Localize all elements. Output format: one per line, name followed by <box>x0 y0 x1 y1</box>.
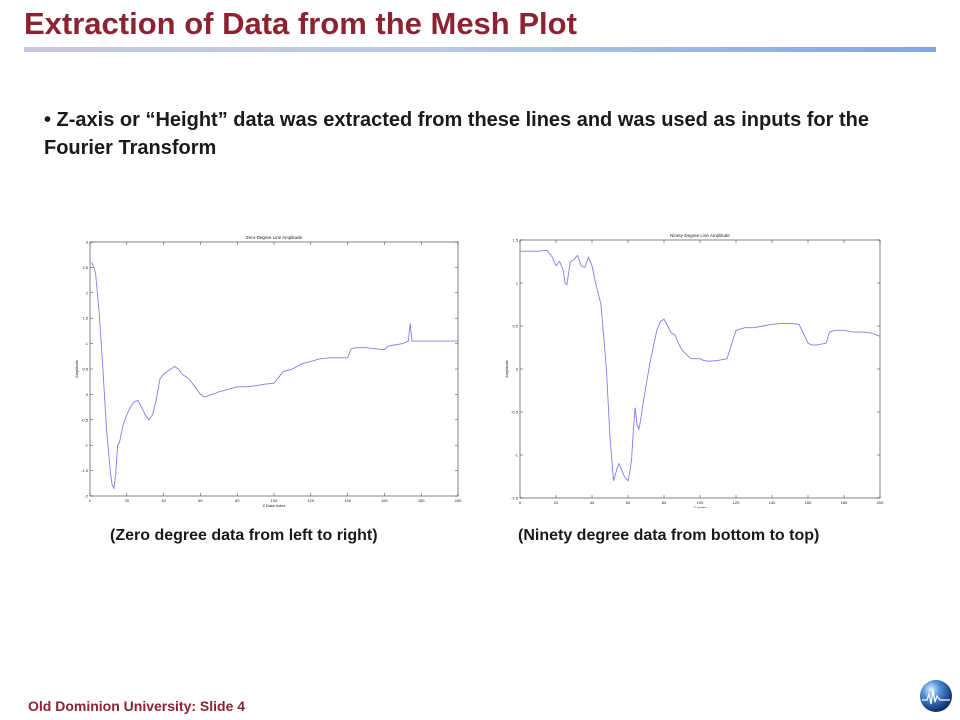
x-axis-label: Z Index <box>693 505 706 508</box>
y-tick-label: -0.5 <box>81 417 89 422</box>
y-tick-label: -0.5 <box>511 410 519 415</box>
y-tick-label: 0.5 <box>82 367 88 372</box>
x-tick-label: 140 <box>344 498 351 503</box>
y-tick-label: 0 <box>516 367 519 372</box>
y-tick-label: 2 <box>86 290 89 295</box>
x-tick-label: 160 <box>381 498 388 503</box>
x-tick-label: 120 <box>307 498 314 503</box>
y-tick-label: -1 <box>514 453 518 458</box>
plot-area <box>519 239 881 499</box>
y-axis-label: Amplitude <box>504 359 509 378</box>
y-tick-label: 0 <box>86 392 89 397</box>
y-tick-label: 1 <box>516 281 519 286</box>
x-tick-label: 100 <box>271 498 278 503</box>
ninety-degree-caption: (Ninety degree data from bottom to top) <box>518 527 820 544</box>
x-tick-label: 120 <box>733 500 740 505</box>
x-tick-label: 60 <box>198 498 203 503</box>
title-divider <box>24 47 936 52</box>
y-tick-label: 1 <box>86 341 89 346</box>
series-line <box>520 249 881 482</box>
plot-area <box>89 241 459 497</box>
y-tick-label: 2.5 <box>82 265 88 270</box>
x-axis-label: Z Data Index <box>263 503 286 508</box>
ninety-degree-chart: 0 20 40 60 80 100 120 140 160 180 200 -1.5 -1 -0.5 0 0.… <box>498 228 890 508</box>
y-tick-label: 3 <box>86 240 89 245</box>
x-tick-label: 80 <box>662 500 667 505</box>
zero-degree-caption: (Zero degree data from left to right) <box>110 527 378 544</box>
x-tick-label: 20 <box>554 500 559 505</box>
slide-title: Extraction of Data from the Mesh Plot <box>24 6 577 41</box>
ninety-degree-chart-svg: 0 20 40 60 80 100 120 140 160 180 200 -1.5 -1 -0.5 0 0.… <box>504 233 884 508</box>
x-tick-label: 80 <box>235 498 240 503</box>
y-tick-label: -1.5 <box>81 468 89 473</box>
y-tick-label: -1.5 <box>511 496 519 501</box>
y-axis-label: Amplitude <box>74 359 79 378</box>
bullet-text: • Z-axis or “Height” data was extracted … <box>44 109 869 159</box>
x-tick-label: 40 <box>161 498 166 503</box>
chart-title: Zero-Degree Line Amplitude <box>246 235 303 240</box>
x-tick-label: 200 <box>455 498 462 503</box>
x-tick-label: 40 <box>590 500 595 505</box>
x-tick-label: 180 <box>418 498 425 503</box>
x-tick-label: 200 <box>877 500 884 505</box>
y-tick-label: 1.5 <box>82 316 88 321</box>
series-line <box>91 262 458 490</box>
globe-logo-icon <box>918 678 954 719</box>
x-tick-label: 0 <box>519 500 522 505</box>
y-tick-label: -2 <box>84 494 88 499</box>
x-tick-label: 20 <box>125 498 130 503</box>
zero-degree-chart: 0 20 40 60 80 100 120 140 160 180 200 -2 -1.5 -1 -0.5 0… <box>68 228 466 508</box>
x-tick-label: 0 <box>89 498 92 503</box>
x-tick-label: 60 <box>626 500 631 505</box>
y-tick-label: 0.5 <box>512 324 518 329</box>
footer-text: Old Dominion University: Slide 4 <box>28 698 246 714</box>
x-tick-label: 100 <box>697 500 704 505</box>
x-tick-label: 180 <box>841 500 848 505</box>
x-tick-label: 140 <box>769 500 776 505</box>
y-tick-label: -1 <box>84 443 88 448</box>
zero-degree-chart-svg: 0 20 40 60 80 100 120 140 160 180 200-2-1.5-1-0.50… <box>74 235 462 508</box>
chart-title: Ninety-Degree Line Amplitude <box>670 233 730 238</box>
x-tick-label: 160 <box>805 500 812 505</box>
y-tick-label: 1.5 <box>512 238 518 243</box>
